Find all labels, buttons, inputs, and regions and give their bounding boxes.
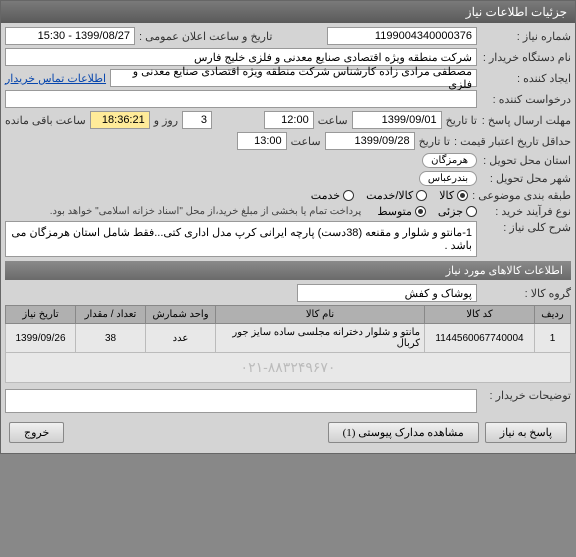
creator-field: مصطفی مرادی زاده کارشناس شرکت منطقه ویژه…: [110, 69, 477, 87]
buyer-org-field: شرکت منطقه ویژه اقتصادی صنایع معدنی و فل…: [5, 48, 477, 66]
radio-checked-icon: [415, 206, 426, 217]
budget-goods-label: کالا: [439, 189, 454, 202]
budget-label: طبقه بندی موضوعی: [472, 189, 571, 202]
desc-textarea[interactable]: 1-مانتو و شلوار و مقنعه (38دست) پارچه ای…: [5, 221, 477, 257]
requester-label: درخواست کننده: [481, 93, 571, 106]
items-table: ردیف کد کالا نام کالا واحد شمارش تعداد /…: [5, 305, 571, 383]
col-row: ردیف: [535, 306, 571, 324]
budget-service-label: کالا/خدمت: [366, 189, 413, 202]
cell-unit: عدد: [146, 324, 216, 353]
buyer-notes-label: توضیحات خریدار: [481, 389, 571, 402]
budget-goods-radio[interactable]: کالا: [439, 189, 468, 202]
col-date: تاریخ نیاز: [6, 306, 76, 324]
radio-unchecked-icon: [466, 206, 477, 217]
contact-link[interactable]: اطلاعات تماس خریدار: [5, 72, 106, 85]
radio-unchecked-icon: [416, 190, 427, 201]
announce-field: 1399/08/27 - 15:30: [5, 27, 135, 45]
creator-label: ایجاد کننده: [481, 72, 571, 85]
process-low-label: جزئی: [438, 205, 463, 218]
delivery-city-label: شهر محل تحویل: [481, 172, 571, 185]
days-count-field: 3: [182, 111, 212, 129]
exit-button[interactable]: خروج: [9, 422, 64, 443]
process-mid-radio[interactable]: متوسط: [377, 205, 426, 218]
countdown-field: 18:36:21: [90, 111, 150, 129]
items-section-header: اطلاعات کالاهای مورد نیاز: [5, 261, 571, 280]
hour-label-1: ساعت: [318, 114, 348, 127]
budget-service-radio[interactable]: کالا/خدمت: [366, 189, 427, 202]
buyer-org-label: نام دستگاه خریدار: [481, 51, 571, 64]
watermark-row: ۰۲۱-۸۸۳۲۴۹۶۷۰: [6, 353, 571, 383]
cell-date: 1399/09/26: [6, 324, 76, 353]
col-qty: تعداد / مقدار: [76, 306, 146, 324]
col-unit: واحد شمارش: [146, 306, 216, 324]
watermark-text: ۰۲۱-۸۸۳۲۴۹۶۷۰: [6, 353, 571, 383]
remaining-label: ساعت باقی مانده: [5, 114, 86, 127]
process-low-radio[interactable]: جزئی: [438, 205, 477, 218]
process-mid-label: متوسط: [377, 205, 412, 218]
table-row[interactable]: 1 1144560067740004 مانتو و شلوار دخترانه…: [6, 324, 571, 353]
desc-label: شرح کلی نیاز: [481, 221, 571, 234]
budget-only-service-radio[interactable]: خدمت: [311, 189, 354, 202]
cell-code: 1144560067740004: [425, 324, 535, 353]
table-header-row: ردیف کد کالا نام کالا واحد شمارش تعداد /…: [6, 306, 571, 324]
to-date-label: تا تاریخ: [446, 114, 477, 127]
attachments-button[interactable]: مشاهده مدارک پیوستی (1): [328, 422, 479, 443]
delivery-province-badge: هرمزگان: [422, 153, 477, 168]
col-code: کد کالا: [425, 306, 535, 324]
payment-note: پرداخت تمام یا بخشی از مبلغ خرید،از محل …: [50, 206, 362, 217]
group-label: گروه کالا: [481, 287, 571, 300]
hour-label-2: ساعت: [291, 135, 321, 148]
group-field: پوشاک و کفش: [297, 284, 477, 302]
window-titlebar: جزئیات اطلاعات نیاز: [1, 1, 575, 23]
budget-only-service-label: خدمت: [311, 189, 340, 202]
need-number-field: 1199004340000376: [327, 27, 477, 45]
col-name: نام کالا: [216, 306, 425, 324]
cell-qty: 38: [76, 324, 146, 353]
process-radio-group: جزئی متوسط: [377, 205, 477, 218]
delivery-province-label: استان محل تحویل: [481, 154, 571, 167]
process-type-label: نوع فرآیند خرید: [481, 205, 571, 218]
validity-label: حداقل تاریخ اعتبار قیمت: [454, 135, 571, 148]
radio-checked-icon: [457, 190, 468, 201]
announce-label: تاریخ و ساعت اعلان عمومی: [139, 30, 272, 43]
budget-radio-group: کالا کالا/خدمت خدمت: [311, 189, 468, 202]
validity-to-label: تا تاریخ: [419, 135, 450, 148]
reply-hour-field: 12:00: [264, 111, 314, 129]
validity-date-field: 1399/09/28: [325, 132, 415, 150]
cell-idx: 1: [535, 324, 571, 353]
requester-field: [5, 90, 477, 108]
buyer-notes-textarea[interactable]: [5, 389, 477, 413]
day-and-label: روز و: [154, 114, 178, 127]
validity-hour-field: 13:00: [237, 132, 287, 150]
radio-unchecked-icon: [343, 190, 354, 201]
reply-date-field: 1399/09/01: [352, 111, 442, 129]
need-number-label: شماره نیاز: [481, 30, 571, 43]
reply-button[interactable]: پاسخ به نیاز: [485, 422, 567, 443]
cell-name: مانتو و شلوار دخترانه مجلسی ساده سایز جو…: [216, 324, 425, 353]
delivery-city-badge: بندرعباس: [419, 171, 477, 186]
reply-deadline-label: مهلت ارسال پاسخ: [481, 114, 571, 127]
